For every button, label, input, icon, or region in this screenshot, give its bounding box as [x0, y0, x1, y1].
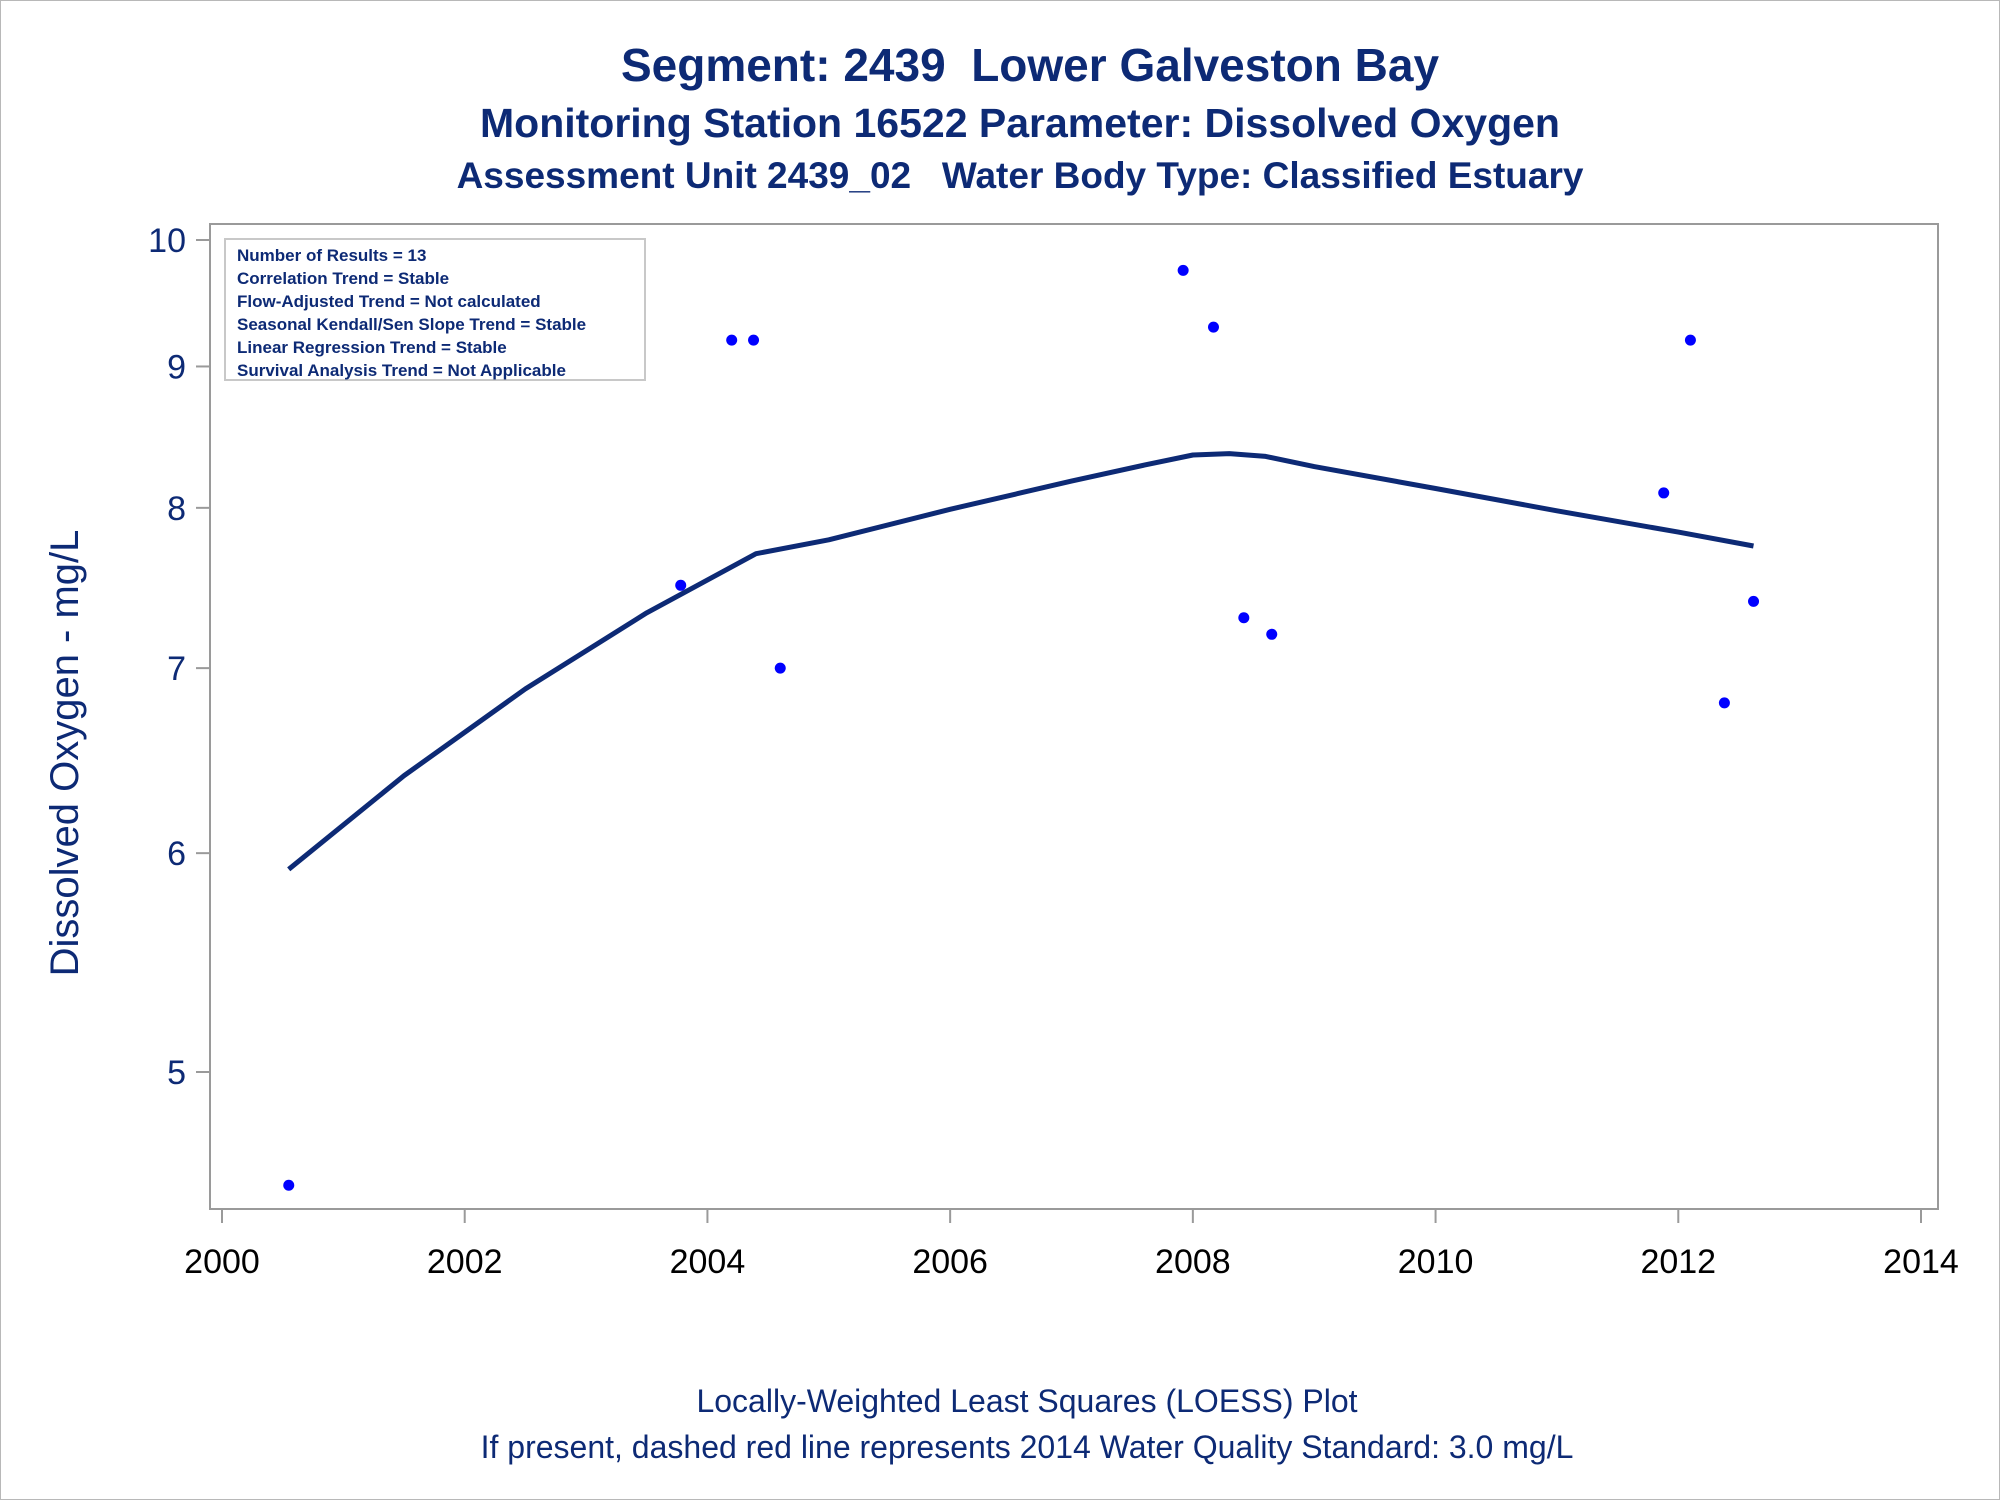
- footer-loess-note: Locally-Weighted Least Squares (LOESS) P…: [696, 1383, 1358, 1419]
- data-point: [748, 334, 760, 346]
- y-tick-label: 10: [148, 222, 186, 260]
- data-point: [1748, 595, 1760, 607]
- stats-number-of-results: Number of Results = 13: [237, 246, 427, 265]
- data-point: [726, 334, 738, 346]
- x-tick-label: 2006: [912, 1243, 988, 1281]
- data-point: [1684, 334, 1696, 346]
- x-tick-label: 2000: [184, 1243, 260, 1281]
- data-point: [1658, 487, 1670, 499]
- x-tick-label: 2008: [1155, 1243, 1231, 1281]
- data-point: [283, 1179, 295, 1191]
- stats-correlation-trend: Correlation Trend = Stable: [237, 269, 450, 288]
- trend-stats-box: Number of Results = 13 Correlation Trend…: [224, 238, 646, 381]
- x-tick-label: 2014: [1883, 1243, 1959, 1281]
- data-point: [1718, 697, 1730, 709]
- x-tick-label: 2004: [670, 1243, 746, 1281]
- chart-title: Segment: 2439 Lower Galveston Bay: [620, 39, 1440, 91]
- data-point: [1177, 264, 1189, 276]
- x-tick-label: 2002: [427, 1243, 503, 1281]
- footer-standard-note: If present, dashed red line represents 2…: [480, 1429, 1574, 1465]
- stats-linear-regression-trend: Linear Regression Trend = Stable: [237, 338, 507, 357]
- stats-survival-analysis-trend: Survival Analysis Trend = Not Applicable: [237, 361, 566, 380]
- y-axis-title: Dissolved Oxygen - mg/L: [43, 530, 87, 977]
- x-tick-label: 2010: [1398, 1243, 1474, 1281]
- data-point: [1238, 612, 1250, 624]
- data-point: [774, 662, 786, 674]
- y-tick-label: 5: [167, 1054, 186, 1092]
- y-tick-label: 7: [167, 650, 186, 688]
- loess-line: [287, 451, 1754, 872]
- chart-subtitle-station: Monitoring Station 16522 Parameter: Diss…: [480, 100, 1560, 146]
- y-tick-label: 9: [167, 348, 186, 386]
- loess-curve-group: [287, 451, 1754, 872]
- y-tick-label: 6: [167, 835, 186, 873]
- y-axis: 5 6 7 8 9 10: [148, 222, 210, 1092]
- x-tick-label: 2012: [1640, 1243, 1716, 1281]
- data-point: [675, 579, 687, 591]
- stats-seasonal-kendall-trend: Seasonal Kendall/Sen Slope Trend = Stabl…: [237, 315, 587, 334]
- data-point: [1207, 321, 1219, 333]
- y-tick-label: 8: [167, 490, 186, 528]
- data-points-group: [283, 264, 1760, 1191]
- plot-area-frame: [209, 223, 1939, 1210]
- stats-flow-adjusted-trend: Flow-Adjusted Trend = Not calculated: [237, 292, 541, 311]
- x-axis: 2000 2002 2004 2006 2008 2010 2012 2014: [184, 1209, 1959, 1281]
- data-point: [1266, 628, 1278, 640]
- chart-subtitle-assessment: Assessment Unit 2439_02 Water Body Type:…: [456, 155, 1584, 196]
